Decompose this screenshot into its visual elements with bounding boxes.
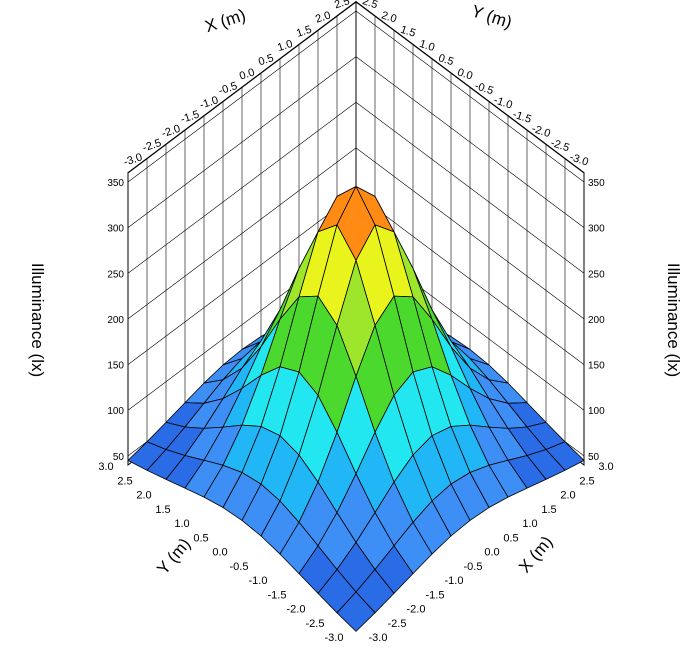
y-axis-title-bottom: Y (m) <box>153 535 194 579</box>
x-tick-label-top: 2.0 <box>314 9 332 25</box>
y-tick-label-bottom: -2.0 <box>287 604 306 616</box>
x-tick-label-top: 1.0 <box>276 38 294 54</box>
x-axis-title-bottom: X (m) <box>515 532 556 576</box>
y-tick-label-bottom: 2.0 <box>136 490 151 502</box>
y-axis-title-top: Y (m) <box>469 1 514 32</box>
z-tick-label-left: 250 <box>107 269 124 280</box>
z-tick-label-right: 250 <box>588 269 605 280</box>
y-tick-label-bottom: -2.5 <box>306 618 325 630</box>
wall-top-edge <box>127 1 585 174</box>
x-tick-label-top: -2.5 <box>141 137 163 154</box>
z-tick-label-right: 350 <box>588 178 605 189</box>
y-tick-label-top: -3.0 <box>568 151 590 168</box>
z-tick-label-left: 100 <box>107 406 124 417</box>
y-tick-label-bottom: -1.0 <box>249 575 268 587</box>
y-tick-label-top: 2.5 <box>361 0 379 11</box>
x-tick-label-bottom: 1.5 <box>541 504 556 516</box>
grid-line-horizontal <box>127 101 585 274</box>
axis-labels: -3.0-2.5-2.0-1.5-1.0-0.50.00.51.01.52.02… <box>28 0 683 644</box>
x-tick-label-top: -1.0 <box>198 94 220 111</box>
x-tick-label-bottom: 0.5 <box>503 532 518 544</box>
y-tick-label-bottom: 0.5 <box>193 532 208 544</box>
y-tick-label-top: 0.5 <box>437 52 455 68</box>
x-tick-label-top: -2.0 <box>160 123 182 140</box>
z-axis-title-left: Illuminance (lx) <box>28 263 47 377</box>
y-tick-label-bottom: -3.0 <box>325 632 344 644</box>
z-tick-label-left: 300 <box>107 224 124 235</box>
z-tick-label-right: 300 <box>588 224 605 235</box>
y-tick-label-top: 1.0 <box>418 38 436 54</box>
surface <box>127 186 585 632</box>
x-tick-label-top: -3.0 <box>122 151 144 168</box>
x-tick-label-bottom: -2.0 <box>407 604 426 616</box>
x-tick-label-bottom: -0.5 <box>464 561 483 573</box>
x-axis-title-top: X (m) <box>203 5 248 36</box>
z-tick-label-right: 100 <box>588 406 605 417</box>
surface-patch <box>336 591 376 632</box>
y-tick-label-top: -2.5 <box>549 137 571 154</box>
y-tick-label-bottom: 0.0 <box>212 547 227 559</box>
x-tick-label-bottom: 2.0 <box>560 490 575 502</box>
y-tick-label-bottom: -1.5 <box>268 589 287 601</box>
y-tick-label-bottom: 1.5 <box>155 504 170 516</box>
x-tick-label-bottom: 3.0 <box>598 461 613 473</box>
y-tick-label-top: -2.0 <box>530 123 552 140</box>
x-tick-label-bottom: 2.5 <box>579 475 594 487</box>
x-tick-label-bottom: 0.0 <box>484 547 499 559</box>
x-tick-label-top: 0.0 <box>238 66 256 82</box>
y-tick-label-bottom: -0.5 <box>230 561 249 573</box>
y-tick-label-top: -1.0 <box>492 94 514 111</box>
x-tick-label-bottom: -1.5 <box>426 589 445 601</box>
x-tick-label-bottom: 1.0 <box>522 518 537 530</box>
y-tick-label-top: 1.5 <box>399 24 417 40</box>
x-tick-label-top: 0.5 <box>257 52 275 68</box>
y-tick-label-top: 0.0 <box>456 66 474 82</box>
z-tick-label-right: 200 <box>588 315 605 326</box>
x-tick-label-top: -0.5 <box>217 80 239 97</box>
z-axis-title-right: Illuminance (lx) <box>664 263 683 377</box>
y-tick-label-bottom: 3.0 <box>98 461 113 473</box>
z-tick-label-left: 50 <box>113 452 125 463</box>
x-tick-label-top: 2.5 <box>333 0 351 11</box>
back-walls <box>127 0 585 466</box>
x-tick-label-top: -1.5 <box>179 109 201 126</box>
grid-line-horizontal <box>127 10 585 183</box>
z-tick-label-right: 50 <box>588 452 600 463</box>
x-tick-label-top: 1.5 <box>295 24 313 40</box>
y-tick-label-top: -1.5 <box>511 109 533 126</box>
z-tick-label-left: 150 <box>107 361 124 372</box>
z-tick-label-right: 150 <box>588 361 605 372</box>
z-tick-label-left: 350 <box>107 178 124 189</box>
z-tick-label-left: 200 <box>107 315 124 326</box>
y-tick-label-top: 2.0 <box>380 9 398 25</box>
x-tick-label-bottom: -1.0 <box>445 575 464 587</box>
x-tick-label-bottom: -2.5 <box>388 618 407 630</box>
x-tick-label-bottom: -3.0 <box>369 632 388 644</box>
grid-line-horizontal <box>127 56 585 228</box>
y-tick-label-bottom: 1.0 <box>174 518 189 530</box>
y-tick-label-top: -0.5 <box>473 80 495 97</box>
grid-line-horizontal <box>127 147 585 320</box>
y-tick-label-bottom: 2.5 <box>117 475 132 487</box>
